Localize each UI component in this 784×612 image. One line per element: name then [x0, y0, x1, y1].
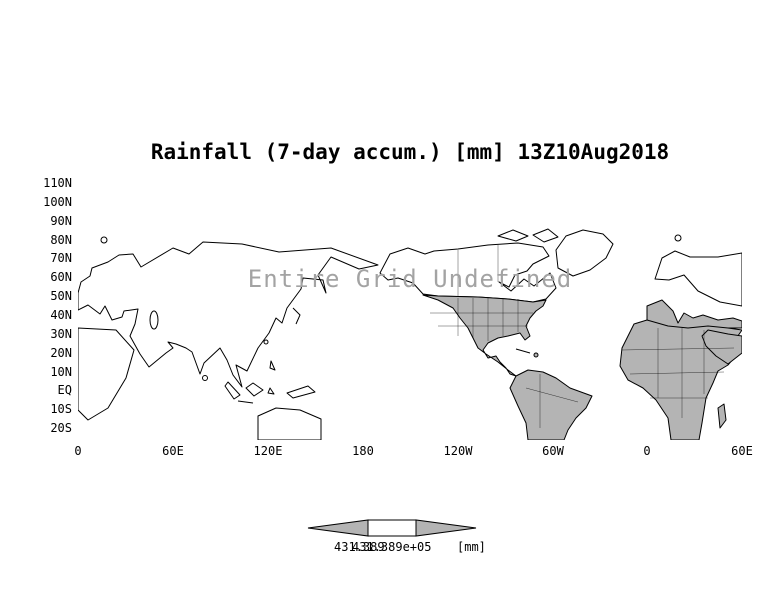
arctic-island — [497, 229, 529, 242]
colorbar-min-label: 431.389 — [334, 540, 385, 554]
watermark-text: Entire Grid Undefined — [247, 265, 573, 293]
caspian-sea — [149, 310, 159, 330]
colorbar-max-label: 431.389e+05 — [352, 540, 432, 554]
borneo — [245, 382, 264, 397]
sri-lanka — [202, 375, 208, 381]
y-axis-tick-label: 10N — [50, 365, 72, 379]
y-axis-tick-label: 10S — [50, 402, 72, 416]
y-axis-tick-label: 90N — [50, 214, 72, 228]
north-america-shaded — [422, 294, 547, 377]
africa-left-sliver — [78, 327, 135, 421]
hispaniola — [533, 352, 539, 358]
y-axis-tick-label: 50N — [50, 289, 72, 303]
java — [237, 400, 254, 404]
sulawesi — [267, 387, 275, 395]
x-axis-tick-label: 60E — [162, 444, 184, 458]
y-axis-tick-label: EQ — [57, 383, 72, 397]
y-axis-tick-label: 100N — [43, 195, 72, 209]
svalbard-island — [674, 234, 682, 242]
arctic-island — [532, 228, 559, 243]
x-axis-tick-label: 0 — [74, 444, 82, 458]
us-state-borders — [430, 298, 533, 341]
y-axis-tick-label: 110N — [43, 176, 72, 190]
canada-borders — [457, 245, 499, 296]
south-america-borders — [525, 374, 579, 428]
svalbard-island — [100, 236, 108, 244]
madagascar — [717, 403, 727, 429]
colorbar-left-arrow-icon — [307, 519, 369, 537]
philippines — [269, 360, 276, 371]
eurasia-landmass — [78, 241, 379, 388]
y-axis-tick-label: 20S — [50, 421, 72, 435]
y-axis-tick-label: 70N — [50, 251, 72, 265]
greenland — [555, 229, 614, 277]
taiwan — [263, 339, 269, 345]
australia — [257, 407, 322, 440]
africa-borders — [621, 328, 735, 418]
scandinavia-russia — [654, 250, 742, 307]
south-america-shaded — [509, 369, 593, 440]
colorbar — [307, 519, 477, 537]
y-axis-tick-label: 30N — [50, 327, 72, 341]
y-axis-tick-label: 20N — [50, 346, 72, 360]
x-axis-tick-label: 60E — [731, 444, 753, 458]
colorbar-units-label: [mm] — [457, 540, 486, 554]
y-axis-tick-label: 40N — [50, 308, 72, 322]
cuba — [515, 348, 531, 354]
arabia-shaded — [701, 329, 742, 365]
sumatra — [224, 381, 241, 400]
chart-title: Rainfall (7-day accum.) [mm] 13Z10Aug201… — [150, 140, 670, 164]
new-guinea — [286, 385, 316, 399]
x-axis-tick-label: 180 — [352, 444, 374, 458]
x-axis-tick-label: 120E — [253, 444, 283, 458]
world-map — [78, 228, 742, 440]
colorbar-right-arrow-icon — [415, 519, 477, 537]
map-plot: Entire Grid Undefined — [78, 178, 742, 440]
x-axis-tick-label: 120W — [443, 444, 473, 458]
x-axis-tick-label: 60W — [542, 444, 564, 458]
x-axis-tick-label: 0 — [643, 444, 651, 458]
y-axis-tick-label: 80N — [50, 233, 72, 247]
colorbar-segment — [367, 519, 417, 537]
japan — [292, 307, 301, 325]
y-axis-tick-label: 60N — [50, 270, 72, 284]
